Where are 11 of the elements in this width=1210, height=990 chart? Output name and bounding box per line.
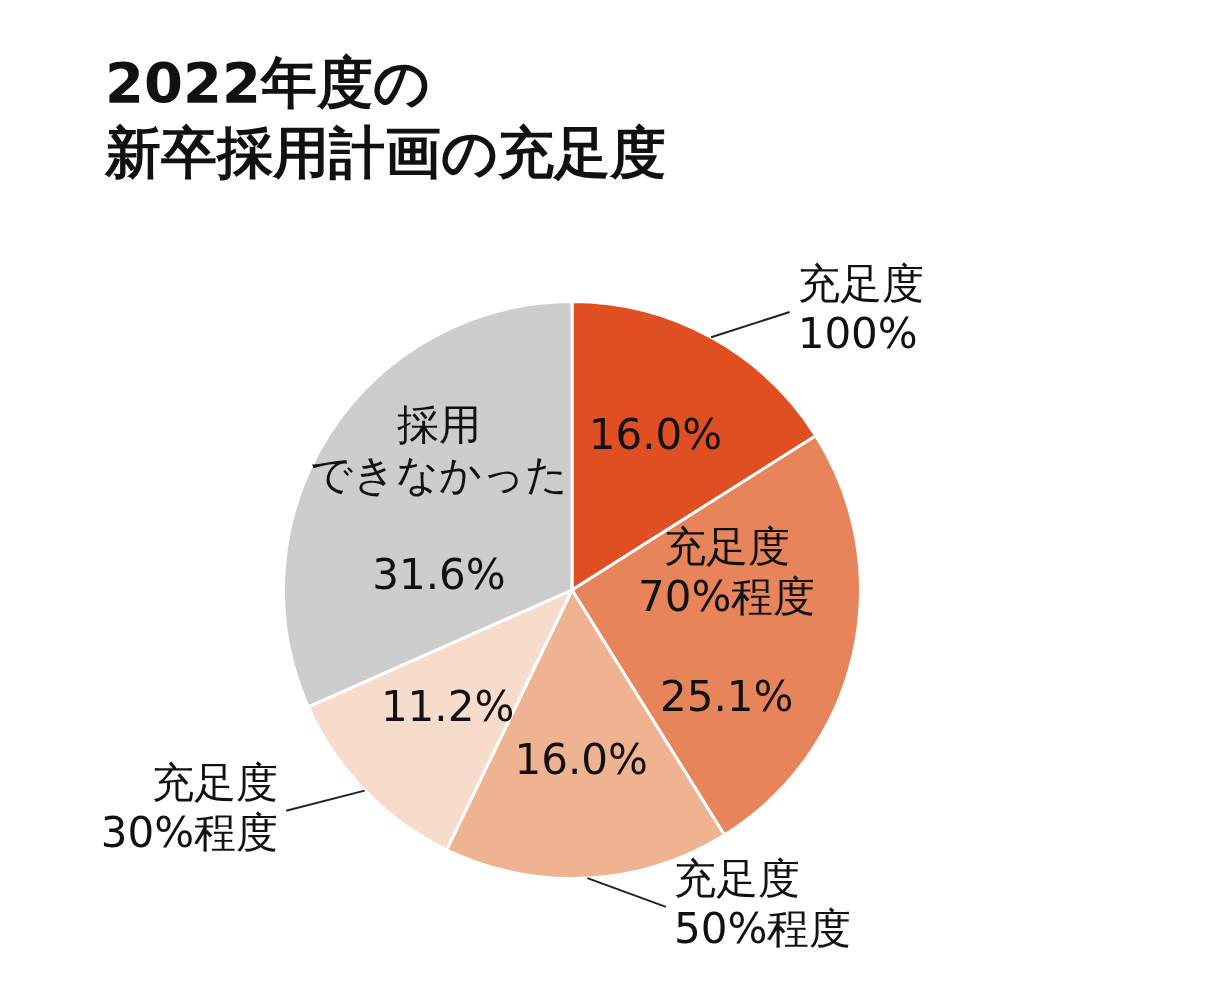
data-label: 16.0% [588,410,723,460]
slice-label: 充足度100% [797,258,924,358]
slice-label: 充足度50%程度 [673,853,852,953]
slice-label: 充足度70%程度 [638,522,816,622]
slice-label: 採用できなかった [310,400,569,500]
data-label: 25.1% [659,672,794,722]
data-label: 16.0% [514,734,648,784]
data-label: 31.6% [372,550,506,600]
chart-title: 2022年度の新卒採用計画の充足度 [105,49,666,187]
data-label: 11.2% [380,682,515,732]
slice-label: 充足度30%程度 [100,757,279,857]
